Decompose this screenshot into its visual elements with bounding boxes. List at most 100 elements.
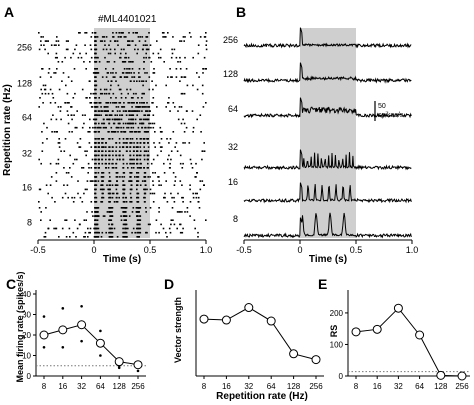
raster-spike [105,92,108,95]
raster-spike [196,172,198,174]
raster-spike [136,138,138,140]
raster-spike [107,102,109,104]
raster-spike [77,180,79,182]
raster-spike [81,114,84,116]
raster-spike [126,146,129,148]
raster-spike [111,231,114,234]
raster-spike [137,192,140,195]
raster-spike [154,131,156,133]
raster-spike [149,122,152,125]
raster-spike [69,154,71,157]
raster-spike [97,131,100,133]
raster-spike [129,110,131,112]
raster-spike [64,138,67,140]
raster-spike [87,236,89,238]
raster-spike [124,110,127,112]
raster-spike [42,84,45,87]
raster-spike [184,142,186,144]
raster-spike [130,188,133,191]
raster-spike [136,172,138,174]
panel-d-xlabel: Repetition rate (Hz) [216,391,308,402]
raster-spike [119,146,121,148]
raster-spike [152,126,155,129]
raster-spike [126,68,128,70]
raster-spike [78,32,80,34]
psth-row-label-64: 64 [228,104,238,114]
raster-spike [167,76,169,78]
raster-spike [67,48,69,51]
raster-spike [75,236,77,238]
panel-c-individual-point [61,346,65,349]
raster-spike [49,219,51,221]
raster-spike [110,114,113,116]
raster-spike [103,106,106,108]
raster-spike [105,162,107,165]
raster-x-tick-label: -0.5 [30,245,46,255]
raster-spike [95,146,97,148]
raster-spike [74,158,76,161]
raster-spike [115,102,118,104]
raster-spike [186,84,189,87]
raster-spike [129,192,132,195]
raster-spike [115,162,118,165]
raster-spike [139,102,141,104]
raster-spike [129,142,132,144]
raster-spike [182,36,185,38]
raster-spike [153,68,155,70]
raster-spike [137,180,140,182]
raster-spike [150,126,152,129]
raster-spike [121,106,124,108]
raster-spike [202,72,204,74]
raster-spike [57,162,60,165]
raster-spike [67,172,70,174]
raster-spike [140,118,142,121]
raster-spike [96,68,98,70]
raster-spike [101,176,104,178]
raster-spike [94,126,97,129]
raster-spike [191,167,194,169]
raster-spike [77,56,80,59]
raster-spike [89,131,91,133]
raster-spike [55,180,58,182]
panel-b-xlabel: Time (s) [309,254,347,265]
raster-spike [111,192,114,195]
raster-spike [180,122,183,125]
raster-spike [180,92,183,95]
raster-spike [131,138,134,140]
raster-spike [116,158,118,161]
raster-spike [112,150,114,152]
panel-d-letter: D [164,276,174,292]
raster-spike [139,207,142,209]
raster-spike [184,56,186,59]
raster-spike [49,88,52,91]
raster-spike [110,97,112,99]
panel-c-y-tick-label: 0 [27,372,32,381]
raster-spike [130,131,133,133]
raster-spike [174,180,176,182]
raster-spike [106,211,109,213]
raster-spike [101,180,103,182]
raster-spike [148,122,150,125]
raster-spike [83,61,85,63]
raster-spike [83,219,86,221]
raster-spike [138,106,140,108]
psth-trace-64 [243,97,412,119]
raster-spike [127,126,130,129]
raster-spike [139,223,141,226]
raster-spike [51,131,53,133]
raster-spike [113,61,116,63]
raster-spike [113,122,116,125]
raster-spike [139,227,142,230]
raster-x-tick-label: 1.0 [200,245,213,255]
panel-d-x-tick-label: 16 [222,382,231,391]
psth-x-tick-label: 0 [297,245,302,255]
raster-spike [105,126,107,129]
raster-spike [99,188,102,191]
raster-spike [102,126,105,129]
panel-c-individual-point [99,329,102,333]
raster-spike [95,201,98,203]
raster-spike [178,211,180,213]
raster-spike [46,138,48,140]
raster-spike [54,72,57,74]
raster-spike [205,44,207,46]
